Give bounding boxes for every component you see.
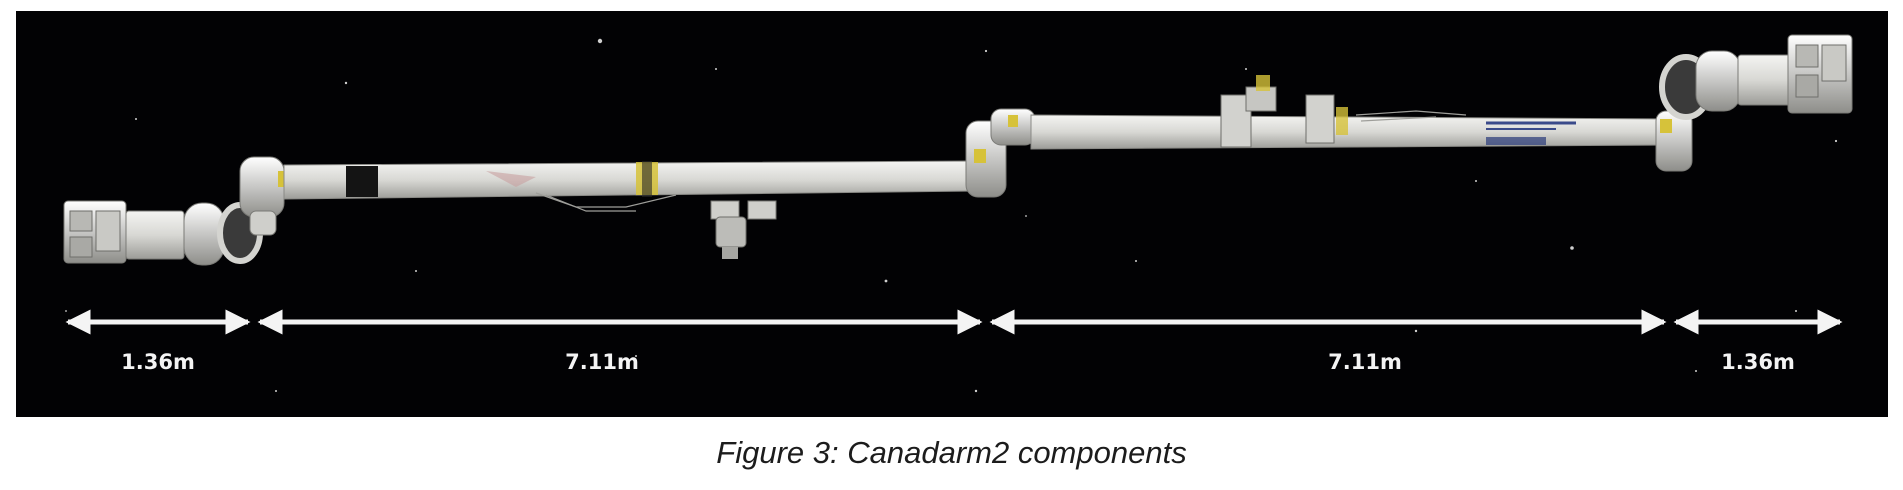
latching-end-effector-right [1695,34,1853,114]
length-label-3: 7.11m [1328,350,1402,374]
canadarm2-diagram: 1.36m 7.11m 7.11m 1.36m [63,34,1853,393]
boom-right [1030,75,1667,150]
boom-left [283,160,977,259]
dimension-labels: 1.36m 7.11m 7.11m 1.36m [121,350,1795,374]
length-label-4: 1.36m [1721,350,1795,374]
length-label-2: 7.11m [565,350,639,374]
figure-caption: Figure 3: Canadarm2 components [716,435,1187,470]
latching-end-effector-left [63,200,263,266]
starfield [65,38,1838,393]
elbow-joint [965,108,1036,198]
canadarm2-figure: 1.36m 7.11m 7.11m 1.36m [16,11,1888,417]
length-label-1: 1.36m [121,350,195,374]
